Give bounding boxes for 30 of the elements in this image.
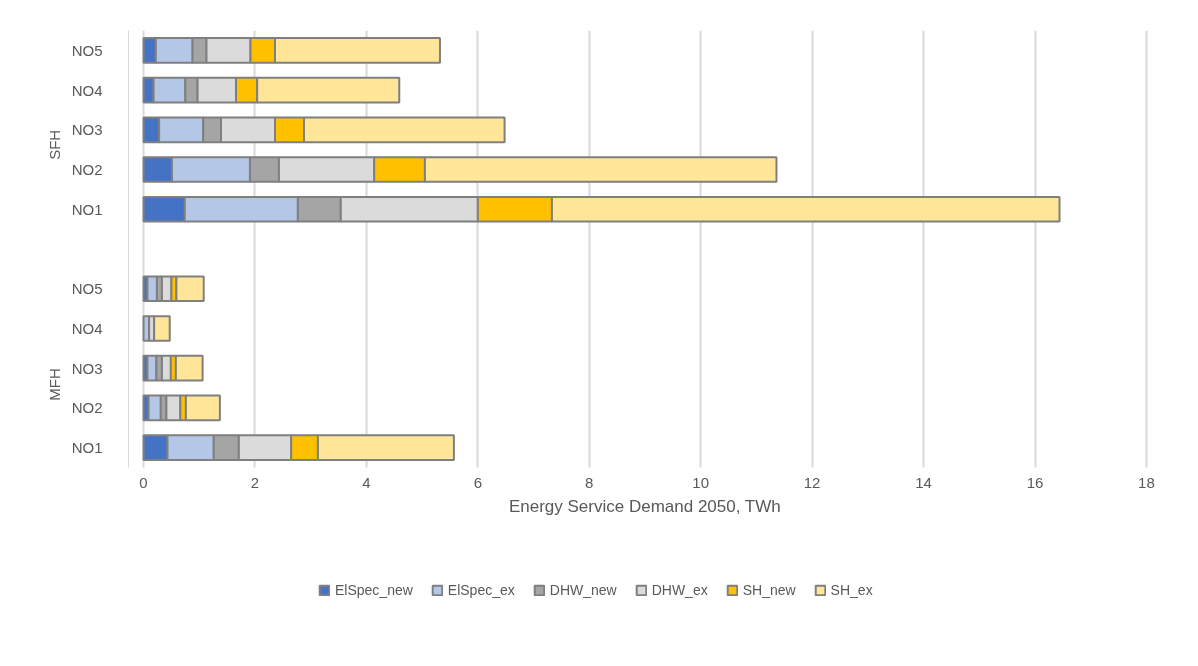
x-tick-label: 6 — [473, 474, 483, 492]
y-tick-label: NO5 — [71, 280, 103, 298]
x-tick-label: 18 — [1138, 474, 1155, 492]
x-tick-label: 2 — [250, 474, 260, 492]
x-tick-label: 10 — [692, 474, 710, 492]
text: SFH — [46, 129, 63, 160]
y-tick-label: NO5 — [71, 41, 103, 59]
x-tick-label: 16 — [1026, 474, 1044, 492]
legend-label: DHW_ex — [651, 582, 708, 598]
y-tick-label: NO2 — [71, 161, 103, 179]
y-tick-label: NO4 — [71, 81, 103, 99]
text: MFH — [46, 368, 63, 401]
legend-label: SH_new — [742, 582, 796, 598]
legend-label: DHW_new — [549, 582, 617, 598]
y-tick-label: NO2 — [71, 399, 103, 417]
bar — [174, 354, 204, 382]
y-tick-label: NO3 — [71, 359, 103, 377]
legend-label: ElSpec_ex — [447, 582, 515, 598]
x-tick-label: 14 — [915, 474, 932, 492]
x-tick-label: 4 — [362, 474, 371, 492]
x-tick-label: 12 — [803, 474, 821, 492]
x-axis-title: Energy Service Demand 2050, TWh — [508, 496, 781, 516]
legend-label: SH_ex — [830, 582, 873, 598]
y-tick-label: NO1 — [71, 200, 103, 218]
y-tick-label: NO3 — [71, 121, 103, 139]
legend-label: ElSpec_new — [335, 582, 413, 598]
y-tick-label: NO1 — [71, 439, 103, 457]
x-tick-label: 0 — [139, 474, 148, 492]
x-tick-label: 8 — [585, 474, 594, 492]
y-tick-label: NO4 — [71, 319, 103, 337]
